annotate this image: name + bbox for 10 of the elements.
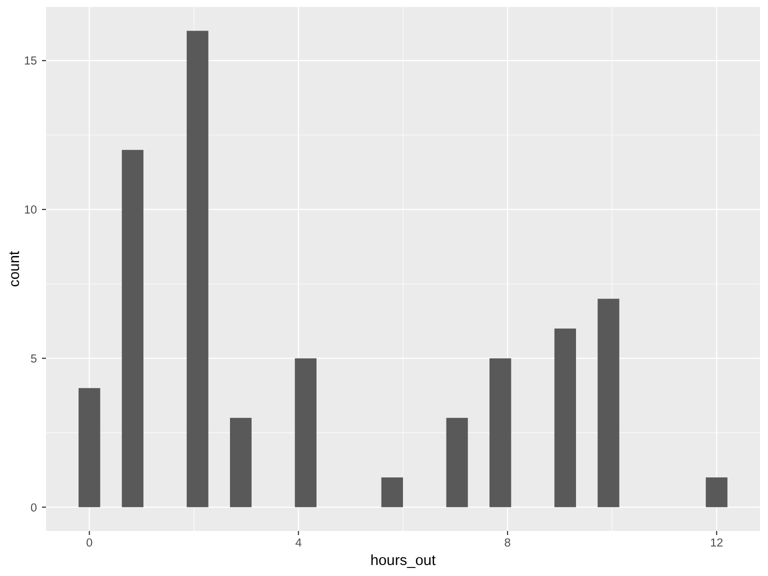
y-tick-label: 10	[24, 204, 38, 217]
x-tick-label: 12	[710, 536, 724, 550]
x-axis-title: hours_out	[370, 553, 436, 569]
y-axis-title: count	[7, 251, 24, 287]
x-tick-label: 0	[86, 536, 94, 550]
y-tick-label: 0	[30, 501, 38, 514]
x-tick-label: 8	[504, 536, 511, 550]
x-tick-label: 4	[295, 536, 302, 550]
y-tick-label: 15	[24, 54, 38, 68]
y-tick-label: 5	[30, 352, 38, 366]
